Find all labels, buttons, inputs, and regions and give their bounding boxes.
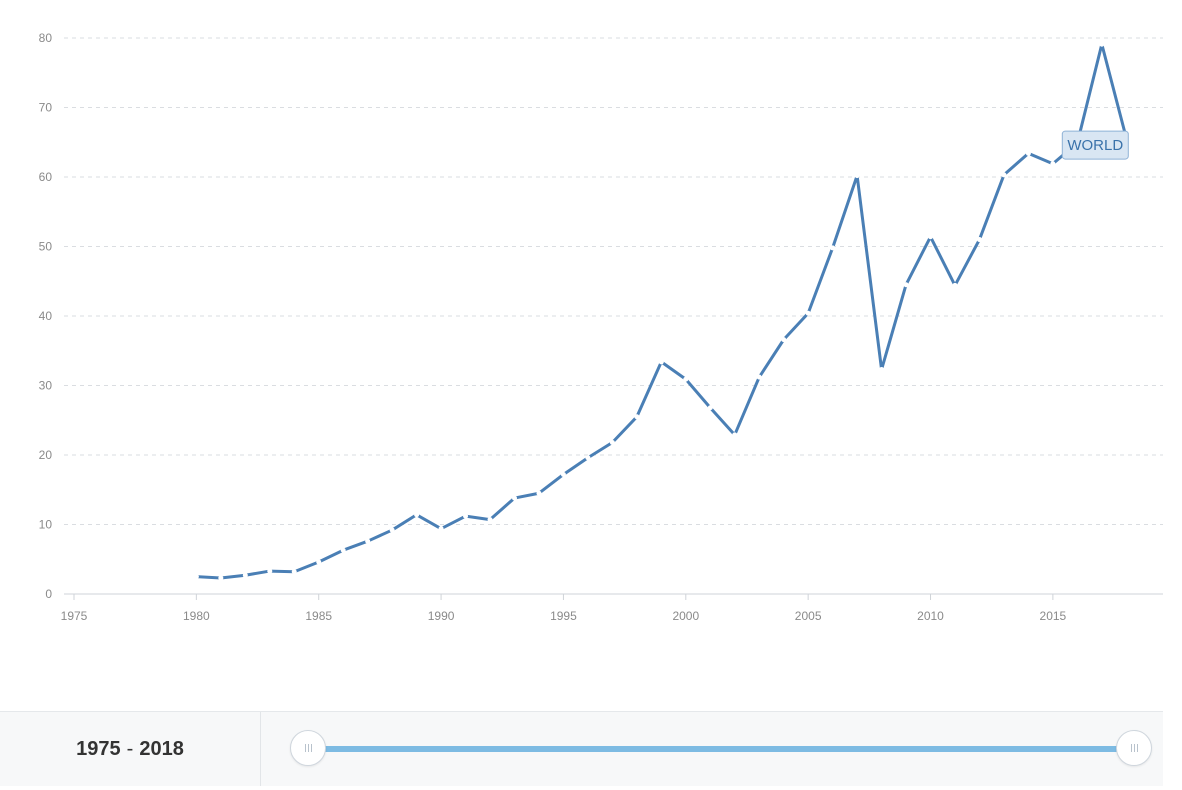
data-point[interactable] (854, 173, 860, 179)
x-tick-label: 1980 (183, 609, 210, 623)
data-point[interactable] (756, 374, 762, 380)
y-tick-label: 80 (39, 31, 53, 45)
x-tick-label: 2000 (672, 609, 699, 623)
y-tick-label: 70 (39, 101, 53, 115)
data-point[interactable] (609, 439, 615, 445)
data-point[interactable] (340, 547, 346, 553)
data-point[interactable] (928, 234, 934, 240)
y-tick-label: 30 (39, 379, 53, 393)
slider-track[interactable] (308, 746, 1134, 752)
data-point[interactable] (365, 538, 371, 544)
data-point[interactable] (1001, 172, 1007, 178)
data-point[interactable] (267, 568, 273, 574)
y-tick-label: 0 (45, 587, 52, 601)
data-point[interactable] (291, 569, 297, 575)
data-point[interactable] (585, 455, 591, 461)
data-point[interactable] (976, 237, 982, 243)
series-label: WORLD (1061, 130, 1129, 160)
data-point[interactable] (1099, 41, 1105, 47)
x-tick-label: 1995 (550, 609, 577, 623)
slider-end-handle[interactable] (1116, 730, 1152, 766)
y-tick-label: 40 (39, 309, 53, 323)
y-tick-label: 10 (39, 518, 53, 532)
data-point[interactable] (414, 512, 420, 518)
data-point[interactable] (707, 405, 713, 411)
range-separator: - (126, 737, 134, 760)
data-point[interactable] (218, 575, 224, 581)
year-range-selector: 1975 - 2018 (0, 711, 1163, 786)
data-point[interactable] (805, 310, 811, 316)
y-tick-label: 20 (39, 448, 53, 462)
line-chart: 0 10 20 30 40 50 60 70 80 1975 1980 1985 1990 1995 20… (39, 31, 1163, 623)
data-point[interactable] (879, 367, 885, 373)
data-point[interactable] (1050, 161, 1056, 167)
series-label-box (1061, 130, 1129, 160)
gridlines (64, 37, 1163, 525)
x-tick-label: 1990 (428, 609, 455, 623)
data-point[interactable] (683, 376, 689, 382)
data-point[interactable] (193, 574, 199, 580)
data-point[interactable] (511, 495, 517, 501)
x-tick-label: 1985 (305, 609, 332, 623)
series-label-text: WORLD (1067, 137, 1123, 154)
data-point[interactable] (389, 527, 395, 533)
data-point[interactable] (463, 513, 469, 519)
range-end-year: 2018 (139, 737, 184, 760)
slider-start-handle[interactable] (290, 730, 326, 766)
data-point[interactable] (830, 245, 836, 251)
y-axis: 0 10 20 30 40 50 60 70 80 (39, 31, 53, 601)
series-world[interactable] (193, 41, 1129, 581)
grip-icon (304, 744, 312, 752)
range-start-year: 1975 (76, 737, 121, 760)
x-tick-label: 2005 (795, 609, 822, 623)
data-point[interactable] (732, 432, 738, 438)
x-tick-label: 2010 (917, 609, 944, 623)
data-point[interactable] (487, 517, 493, 523)
year-range-label: 1975 - 2018 (0, 712, 261, 786)
y-tick-label: 60 (39, 170, 53, 184)
data-point[interactable] (536, 490, 542, 496)
data-point[interactable] (658, 359, 664, 365)
data-point[interactable] (1025, 150, 1031, 156)
data-point[interactable] (560, 471, 566, 477)
grip-icon (1130, 744, 1138, 752)
x-tick-label: 1975 (61, 609, 88, 623)
data-point[interactable] (634, 414, 640, 420)
data-point[interactable] (781, 337, 787, 343)
year-range-slider[interactable] (290, 730, 1152, 768)
data-point[interactable] (952, 282, 958, 288)
data-point[interactable] (903, 282, 909, 288)
x-axis: 1975 1980 1985 1990 1995 2000 2005 2010 2015 (61, 593, 1163, 623)
x-tick-label: 2015 (1040, 609, 1067, 623)
data-point[interactable] (438, 526, 444, 532)
series-line[interactable] (194, 42, 1128, 580)
y-tick-label: 50 (39, 240, 53, 254)
data-point[interactable] (242, 572, 248, 578)
data-point[interactable] (316, 559, 322, 565)
